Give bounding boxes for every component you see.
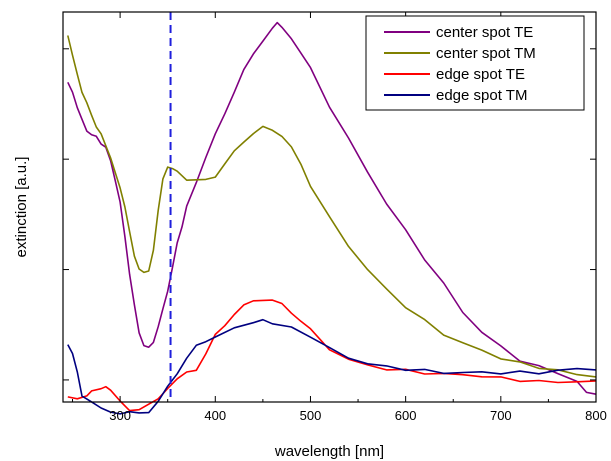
axis-ticks: 300 400 500 600 700 800 [63, 12, 607, 423]
x-tick-label-700: 700 [490, 408, 512, 423]
x-axis-label: wavelength [nm] [274, 443, 384, 460]
x-tick-label-600: 600 [395, 408, 417, 423]
x-tick-label-500: 500 [300, 408, 322, 423]
x-tick-label-400: 400 [204, 408, 226, 423]
legend-label-2: center spot TM [436, 45, 536, 62]
x-tick-label-300: 300 [109, 408, 131, 423]
series-line-1 [67, 21, 597, 395]
axes-frame [62, 11, 597, 403]
legend: center spot TE center spot TM edge spot TE… [365, 15, 585, 111]
series-line-4 [67, 318, 597, 415]
plot-frame [62, 11, 597, 403]
legend-label-1: center spot TE [436, 24, 533, 41]
series-line-2 [67, 35, 597, 378]
legend-label-4: edge spot TM [436, 87, 527, 104]
y-axis-label: extinction [a.u.] [13, 157, 30, 258]
x-tick-label-800: 800 [585, 408, 607, 423]
legend-label-3: edge spot TE [436, 66, 525, 83]
